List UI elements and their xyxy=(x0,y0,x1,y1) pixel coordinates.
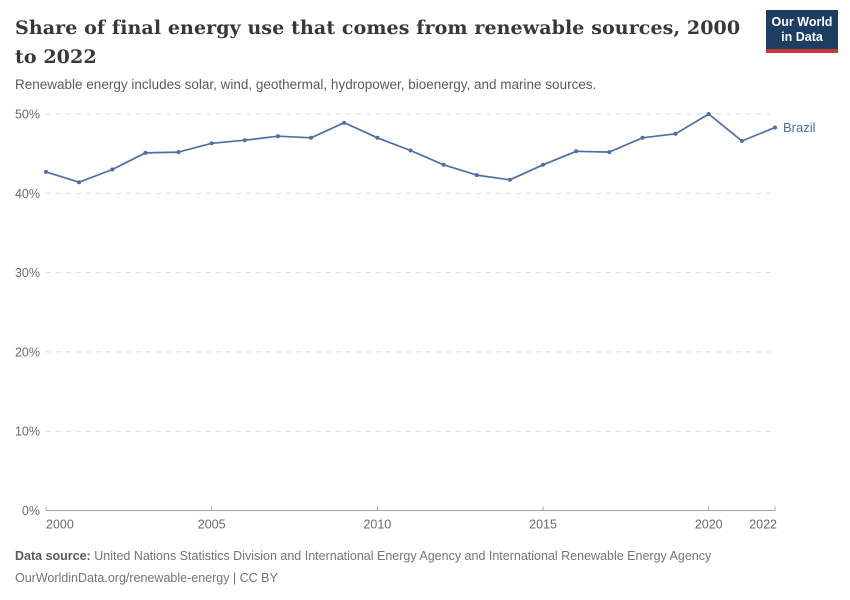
owid-logo-line1: Our World xyxy=(771,15,833,29)
data-point[interactable] xyxy=(375,135,380,140)
data-point[interactable] xyxy=(309,135,314,140)
data-point[interactable] xyxy=(110,167,115,172)
data-point[interactable] xyxy=(77,180,82,185)
data-point[interactable] xyxy=(574,149,579,154)
data-source-text: United Nations Statistics Division and I… xyxy=(94,549,712,563)
data-point[interactable] xyxy=(640,135,645,140)
y-tick-label: 40% xyxy=(15,187,40,201)
series-end-label[interactable]: Brazil xyxy=(783,120,816,135)
license-line[interactable]: OurWorldinData.org/renewable-energy | CC… xyxy=(15,571,278,585)
x-tick-label: 2010 xyxy=(363,518,391,532)
y-tick-label: 30% xyxy=(15,266,40,280)
data-point[interactable] xyxy=(607,150,612,155)
data-point[interactable] xyxy=(739,139,744,143)
chart-footer: Data source: United Nations Statistics D… xyxy=(15,545,815,589)
x-tick-label: 2000 xyxy=(46,518,74,532)
line-chart[interactable]: 0% 10% 20% 30% 40% 50% 2000 2005 2010 2015 2020 202… xyxy=(0,95,850,545)
data-point[interactable] xyxy=(209,141,214,146)
data-point[interactable] xyxy=(408,148,413,153)
data-point[interactable] xyxy=(441,162,446,167)
y-tick-label: 0% xyxy=(22,504,40,518)
data-point[interactable] xyxy=(507,177,512,182)
y-tick-label: 10% xyxy=(15,425,40,439)
data-point[interactable] xyxy=(773,125,777,130)
y-tick-label: 50% xyxy=(15,108,40,122)
owid-logo-line2: in Data xyxy=(781,30,823,44)
data-point[interactable] xyxy=(242,138,247,143)
data-point[interactable] xyxy=(342,120,347,125)
data-point[interactable] xyxy=(176,150,181,155)
y-tick-label: 20% xyxy=(15,345,40,359)
plot-area[interactable]: 0% 10% 20% 30% 40% 50% 2000 2005 2010 2015 2020 202… xyxy=(0,95,850,545)
data-point[interactable] xyxy=(474,173,479,178)
x-tick-label: 2022 xyxy=(749,518,777,532)
data-source-label: Data source: xyxy=(15,549,91,563)
data-point[interactable] xyxy=(276,134,280,139)
x-tick-label: 2020 xyxy=(695,518,723,532)
data-point[interactable] xyxy=(44,169,48,174)
data-point[interactable] xyxy=(143,150,148,155)
chart-subtitle: Renewable energy includes solar, wind, g… xyxy=(15,77,597,92)
data-source-line: Data source: United Nations Statistics D… xyxy=(15,545,815,567)
x-tick-label: 2015 xyxy=(529,518,557,532)
trend-line[interactable] xyxy=(45,113,776,184)
data-point[interactable] xyxy=(541,162,545,167)
x-tick-label: 2005 xyxy=(198,518,226,532)
owid-logo[interactable]: Our World in Data xyxy=(766,10,838,53)
data-point[interactable] xyxy=(706,112,711,116)
data-point[interactable] xyxy=(673,131,678,136)
chart-title: Share of final energy use that comes fro… xyxy=(15,17,741,68)
